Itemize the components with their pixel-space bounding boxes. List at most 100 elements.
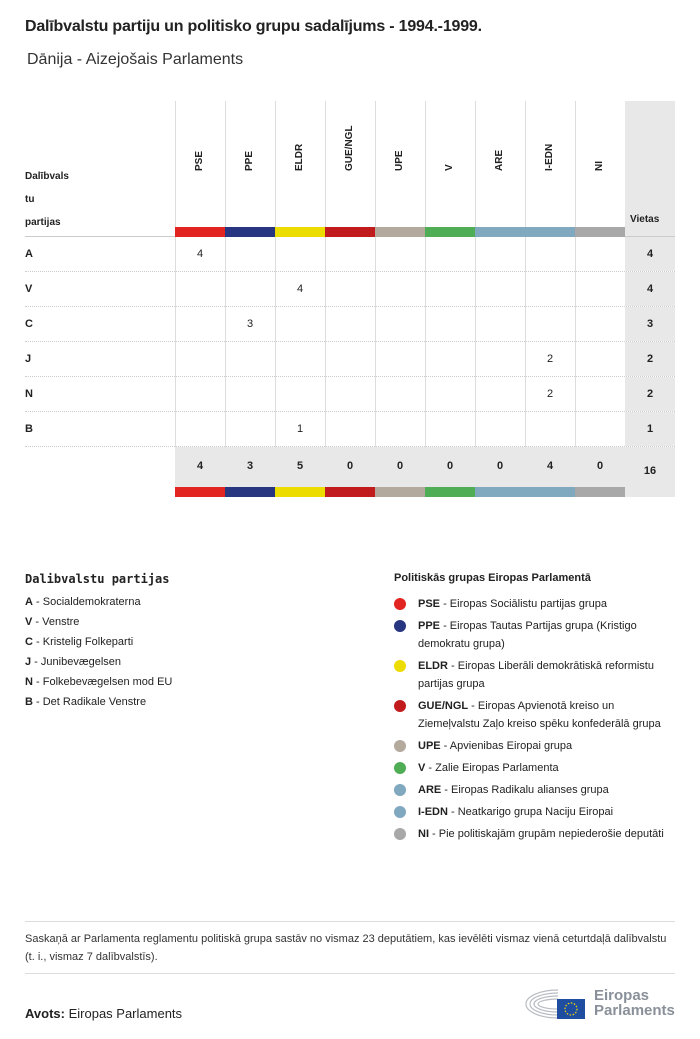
group-color-bar (375, 227, 425, 237)
seat-count: 2 (546, 353, 554, 365)
group-name: Pie politiskajām grupām nepiederošie dep… (438, 828, 664, 840)
table-row: B 1 1 (25, 412, 675, 447)
table-row: C 3 3 (25, 307, 675, 342)
group-total: 0 (496, 460, 504, 472)
group-legend-item: ARE - Eiropas Radikalu alianses grupa (394, 781, 674, 799)
group-total: 0 (396, 460, 404, 472)
party-legend-item: V - Venstre (25, 616, 80, 628)
seat-count: 4 (296, 283, 304, 295)
group-color-bar (175, 227, 225, 237)
source-label: Avots: (25, 1006, 65, 1021)
group-header: PPE (244, 150, 255, 171)
group-legend-item: PSE - Eiropas Sociālistu partijas grupa (394, 595, 674, 613)
footnote: Saskaņā ar Parlamenta reglamentu politis… (25, 933, 667, 963)
party-code: B (25, 696, 33, 708)
row-header-line: tu (25, 194, 35, 205)
party-code: J (25, 656, 32, 668)
group-header: ARE (494, 149, 505, 171)
seats-header-bg (625, 101, 675, 237)
column-divider (275, 101, 276, 447)
row-total: 1 (625, 412, 675, 446)
party-legend-item: J - Junibevægelsen (25, 656, 122, 668)
party-code: C (25, 318, 33, 330)
group-code: V (418, 762, 426, 774)
group-color-bar (425, 227, 475, 237)
group-color-bar (375, 487, 425, 497)
group-header: V (444, 164, 455, 171)
grand-total: 16 (625, 447, 675, 497)
group-name: Eiropas Apvienotā kreiso un Ziemeļvalstu… (418, 700, 661, 730)
group-color-bar (325, 227, 375, 237)
parties-legend: Dalibvalstu partijas A - Socialdemokrate… (25, 572, 172, 716)
group-color-dot-icon (394, 762, 406, 774)
group-color-dot-icon (394, 784, 406, 796)
group-header: NI (594, 161, 605, 171)
group-color-bar (275, 487, 325, 497)
row-total: 4 (625, 237, 675, 271)
column-divider (425, 101, 426, 447)
party-code: A (25, 248, 33, 260)
group-total: 0 (446, 460, 454, 472)
party-code: J (25, 353, 32, 365)
party-legend-item: B - Det Radikale Venstre (25, 696, 147, 708)
row-total: 4 (625, 272, 675, 306)
seats-header: Vietas (630, 214, 660, 225)
group-color-dot-icon (394, 598, 406, 610)
totals-bg (175, 447, 625, 487)
group-color-dot-icon (394, 828, 406, 840)
group-total: 0 (596, 460, 604, 472)
row-header-line: partijas (25, 217, 61, 228)
group-legend-item: PPE - Eiropas Tautas Partijas grupa (Kri… (394, 617, 674, 653)
group-name: Eiropas Sociālistu partijas grupa (449, 598, 607, 610)
table-row: J 2 2 (25, 342, 675, 377)
seat-count: 3 (246, 318, 254, 330)
group-legend-item: I-EDN - Neatkarigo grupa Naciju Eiropai (394, 803, 674, 821)
group-code: ELDR (418, 660, 448, 672)
group-color-dot-icon (394, 740, 406, 752)
group-header: UPE (394, 150, 405, 171)
totals-row: 4 3 5 0 0 0 0 4 0 16 (25, 447, 675, 497)
group-code: PSE (418, 598, 441, 610)
party-legend-item: C - Kristelig Folkeparti (25, 636, 134, 648)
group-total: 5 (296, 460, 304, 472)
column-divider (225, 101, 226, 447)
group-color-bar (525, 227, 575, 237)
column-divider (175, 101, 176, 447)
group-name: Zalie Eiropas Parlamenta (435, 762, 559, 774)
group-color-dot-icon (394, 806, 406, 818)
divider (25, 921, 675, 922)
group-color-bar (475, 487, 525, 497)
column-divider (325, 101, 326, 447)
table-row: A 4 4 (25, 237, 675, 272)
group-code: ARE (418, 784, 442, 796)
party-code: N (25, 388, 33, 400)
group-legend-item: NI - Pie politiskajām grupām nepiederoši… (394, 825, 674, 843)
table-row: N 2 2 (25, 377, 675, 412)
group-color-bar (475, 227, 525, 237)
party-name: Det Radikale Venstre (42, 696, 147, 708)
group-total: 0 (346, 460, 354, 472)
party-code: B (25, 423, 33, 435)
page-subtitle: Dānija - Aizejošais Parlaments (27, 51, 244, 68)
column-divider (575, 101, 576, 447)
seat-count: 2 (546, 388, 554, 400)
party-code: N (25, 676, 33, 688)
party-code: C (25, 636, 33, 648)
group-color-bar (175, 487, 225, 497)
group-header: ELDR (294, 143, 305, 171)
group-color-bar (225, 487, 275, 497)
table-row: V 4 4 (25, 272, 675, 307)
group-code: GUE/NGL (418, 700, 469, 712)
logo-text: Parlaments (594, 1002, 675, 1019)
group-name: Eiropas Liberāli demokrātiskā reformistu… (418, 660, 654, 690)
group-color-bar (525, 487, 575, 497)
divider (25, 973, 675, 974)
group-name: Neatkarigo grupa Naciju Eiropai (457, 806, 614, 818)
party-legend-item: N - Folkebevægelsen mod EU (25, 676, 173, 688)
party-code: A (25, 596, 33, 608)
parties-legend-title: Dalibvalstu partijas (25, 572, 170, 586)
party-name: Venstre (42, 616, 80, 628)
seat-count: 4 (196, 248, 204, 260)
group-color-dot-icon (394, 700, 406, 712)
row-total: 2 (625, 342, 675, 376)
